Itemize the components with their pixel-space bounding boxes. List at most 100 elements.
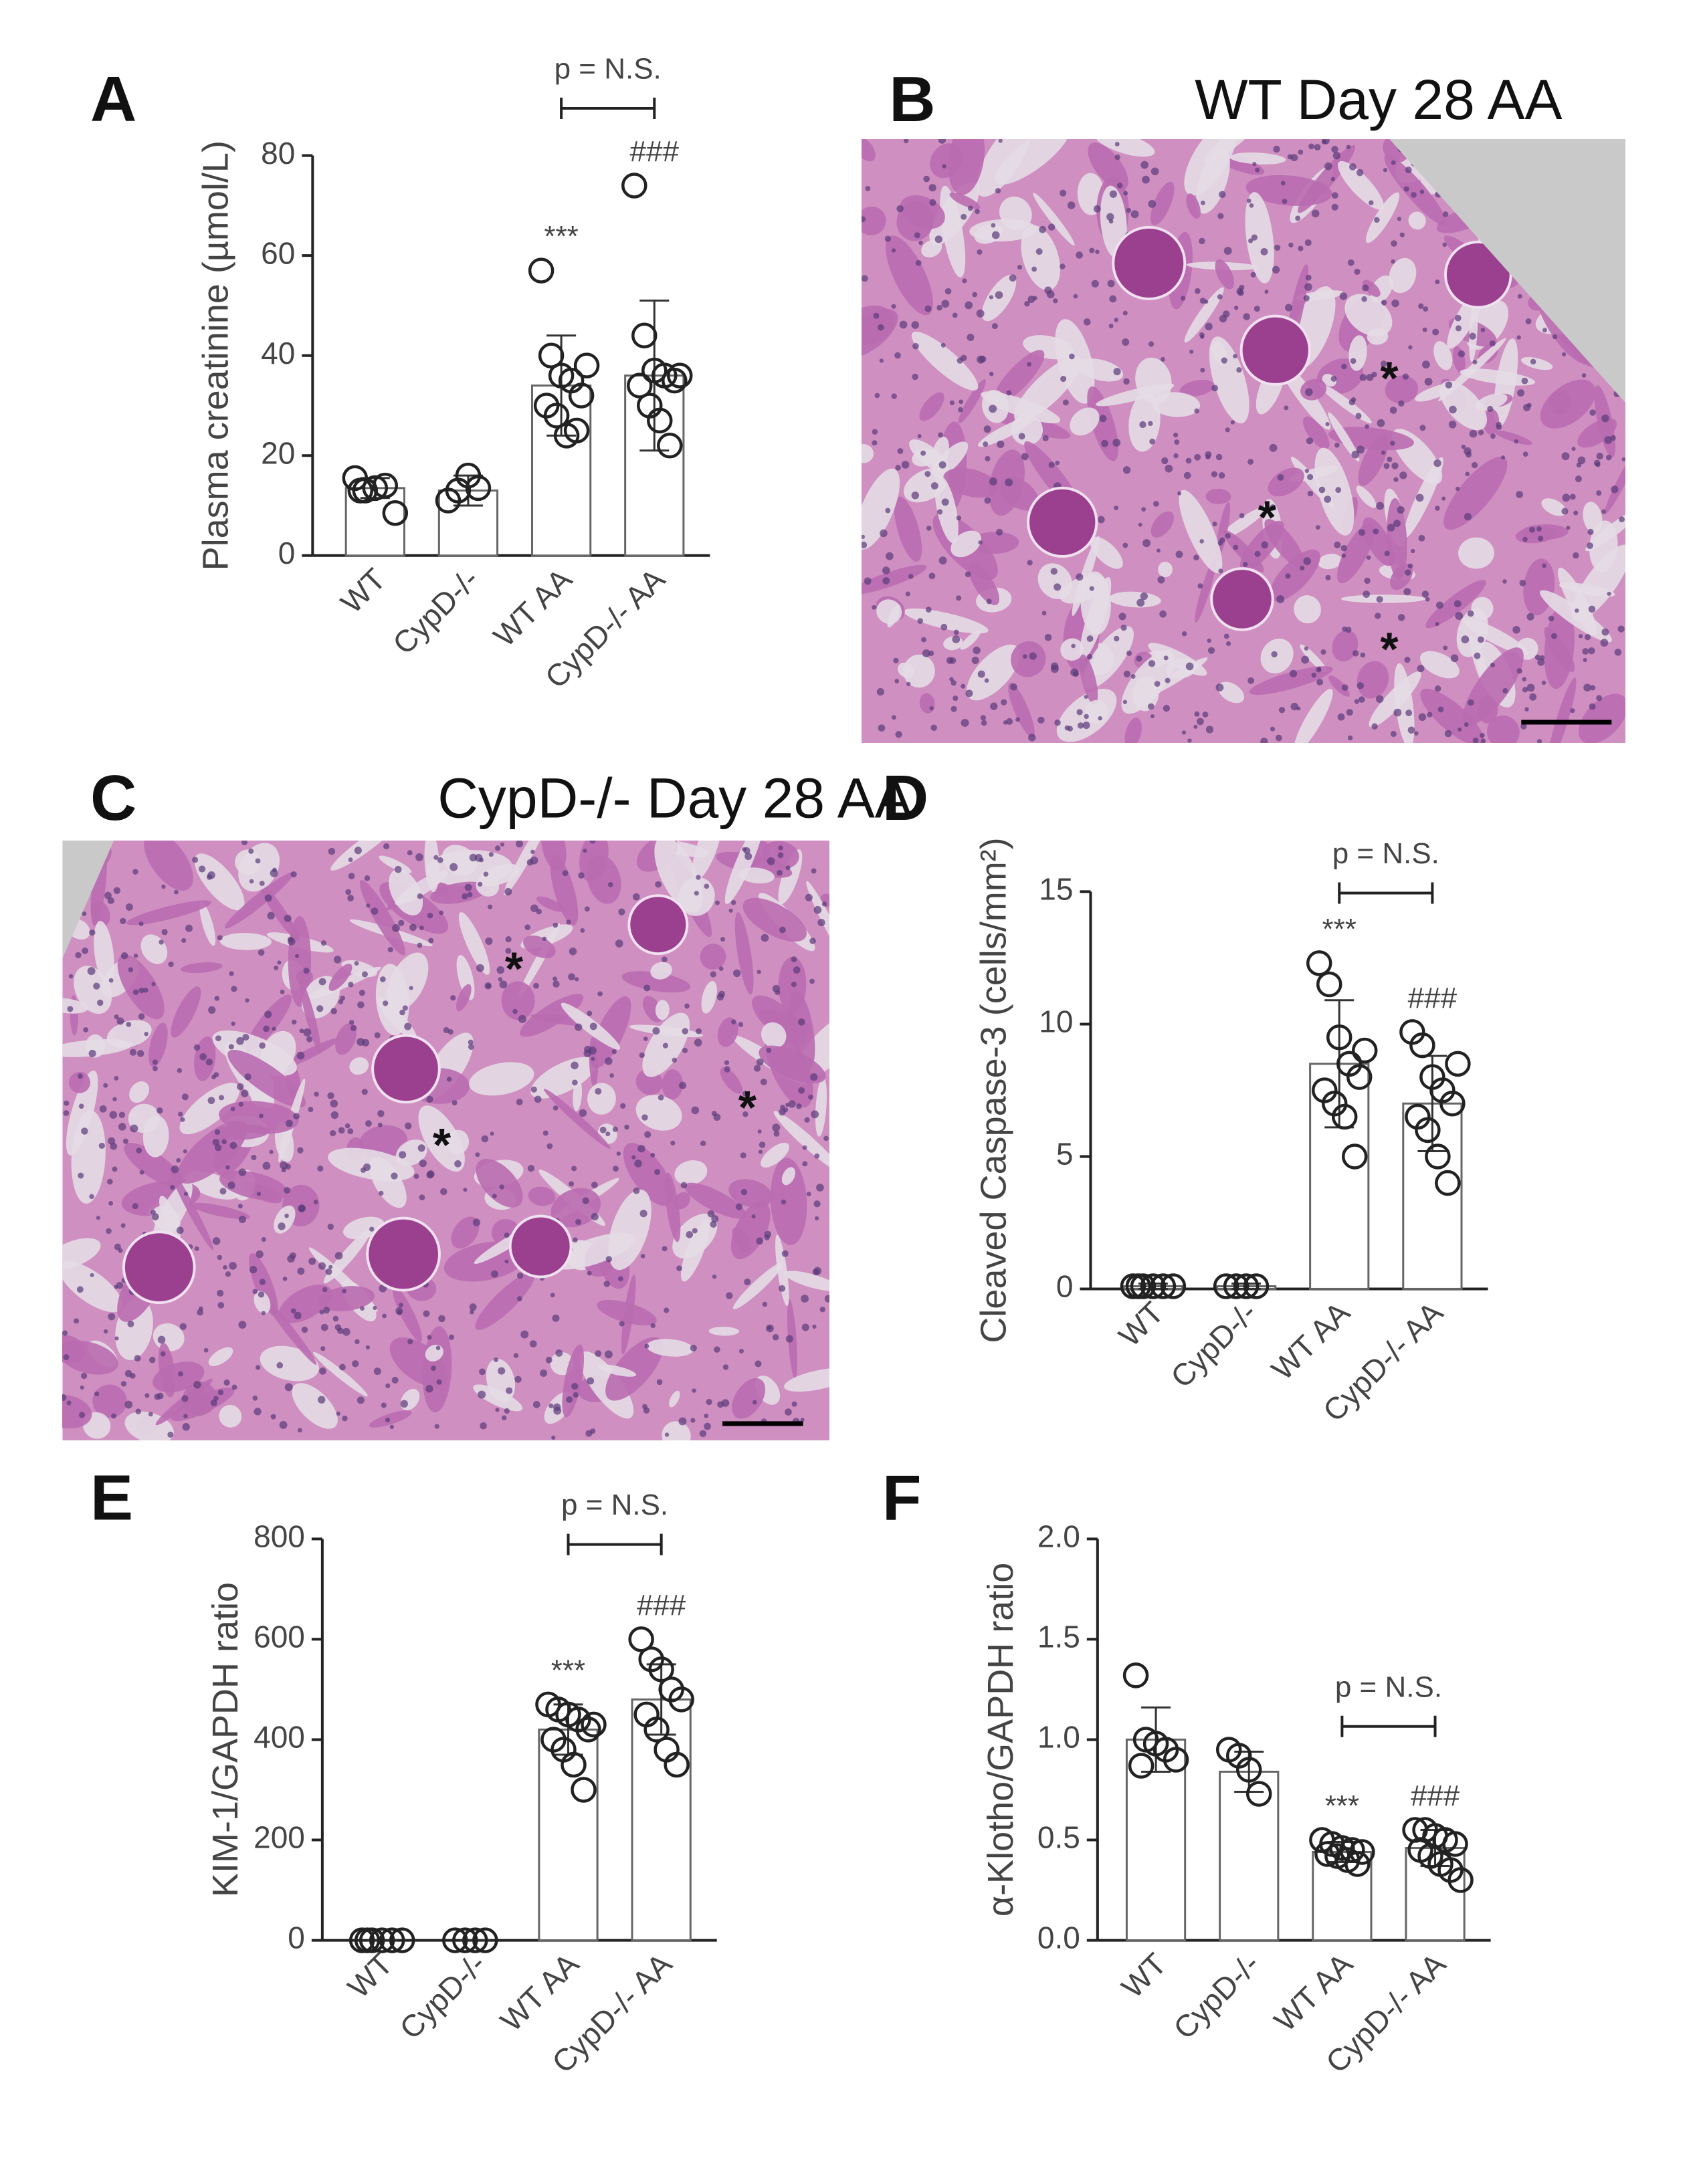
nucleus	[1304, 468, 1310, 473]
nucleus	[484, 982, 492, 990]
nucleus	[551, 1435, 556, 1440]
nucleus	[767, 857, 775, 865]
tubule-lumen	[181, 962, 223, 974]
nucleus	[700, 1140, 706, 1147]
nucleus	[1084, 695, 1088, 699]
tubule-lumen	[144, 841, 193, 891]
nucleus	[810, 1073, 818, 1081]
tubule-lumen	[692, 841, 723, 880]
nucleus	[962, 278, 967, 284]
nucleus	[319, 1309, 324, 1315]
nucleus	[1006, 718, 1013, 725]
nucleus	[1274, 244, 1281, 251]
nucleus	[1054, 720, 1061, 726]
tubule-lumen	[142, 1115, 169, 1158]
nucleus	[327, 1223, 334, 1230]
tubule-lumen	[1548, 391, 1571, 415]
tubule-lumen	[784, 1271, 829, 1291]
nucleus	[1575, 475, 1582, 483]
nucleus	[1204, 300, 1209, 304]
nucleus	[276, 1361, 284, 1369]
nucleus	[129, 1372, 136, 1379]
nucleus	[469, 853, 478, 862]
nucleus	[143, 988, 148, 993]
nucleus	[177, 1371, 183, 1377]
nucleus	[941, 300, 950, 308]
nucleus	[928, 650, 934, 657]
nucleus	[953, 695, 959, 701]
nucleus	[1159, 610, 1167, 618]
nucleus	[802, 1161, 808, 1167]
nucleus	[1255, 167, 1260, 173]
nucleus	[569, 947, 577, 956]
nucleus	[320, 1323, 328, 1331]
nucleus	[63, 1110, 70, 1116]
nucleus	[1621, 457, 1625, 461]
nucleus	[1490, 662, 1496, 668]
nucleus	[1516, 491, 1523, 498]
nucleus	[711, 1215, 719, 1223]
nucleus	[599, 1126, 607, 1133]
nucleus	[553, 922, 559, 928]
tubule-lumen	[1184, 287, 1224, 343]
tubule-lumen	[672, 1213, 718, 1259]
nucleus	[1247, 459, 1254, 465]
nucleus	[323, 1307, 330, 1314]
nucleus	[259, 881, 265, 886]
nucleus	[214, 996, 220, 1001]
nucleus	[780, 1105, 785, 1110]
nucleus	[587, 1377, 595, 1385]
tubule-lumen	[299, 980, 321, 1053]
nucleus	[1582, 648, 1589, 655]
nucleus	[643, 984, 651, 992]
nucleus	[1122, 699, 1128, 704]
nucleus	[778, 845, 783, 851]
data-point	[452, 1927, 478, 1953]
nucleus	[89, 1194, 94, 1200]
nucleus	[1205, 451, 1212, 458]
nucleus	[1390, 440, 1395, 446]
nucleus	[1339, 292, 1348, 300]
nucleus	[199, 865, 206, 873]
nucleus	[941, 498, 949, 506]
nucleus	[1118, 613, 1126, 621]
nucleus	[1303, 295, 1310, 302]
nucleus	[405, 1122, 412, 1129]
nucleus	[938, 139, 946, 144]
nucleus	[1307, 490, 1314, 497]
nucleus	[733, 969, 741, 978]
nucleus	[731, 1019, 736, 1024]
data-point	[648, 1656, 674, 1682]
nucleus	[1369, 200, 1374, 205]
nucleus	[1562, 352, 1567, 356]
nucleus	[249, 879, 254, 884]
nucleus	[1435, 280, 1440, 285]
nucleus	[1384, 550, 1390, 556]
x-tick-label: WT AA	[1265, 1295, 1357, 1387]
tubule-lumen	[969, 219, 1037, 242]
nucleus	[229, 1262, 237, 1270]
nucleus	[1522, 687, 1528, 693]
nucleus	[1359, 374, 1367, 381]
nucleus	[938, 556, 947, 565]
y-tick-label: 0	[288, 1921, 305, 1955]
nucleus	[1173, 453, 1179, 459]
tubule-lumen	[1072, 536, 1100, 617]
x-tick-label: CypD-/-	[1164, 1295, 1264, 1394]
nucleus	[895, 731, 902, 738]
nucleus	[1010, 683, 1017, 691]
nucleus	[357, 1396, 365, 1404]
nucleus	[980, 715, 987, 721]
nucleus	[1249, 203, 1254, 208]
y-tick-label: 0.5	[1037, 1820, 1080, 1855]
nucleus	[704, 883, 710, 889]
tubule-lumen	[742, 897, 807, 942]
nucleus	[452, 1100, 458, 1106]
nucleus	[1200, 201, 1205, 205]
nucleus	[225, 1165, 230, 1170]
nucleus	[423, 1310, 430, 1317]
nucleus	[785, 1103, 790, 1107]
nucleus	[585, 1430, 593, 1437]
nucleus	[369, 1226, 375, 1232]
nucleus	[1260, 738, 1268, 743]
